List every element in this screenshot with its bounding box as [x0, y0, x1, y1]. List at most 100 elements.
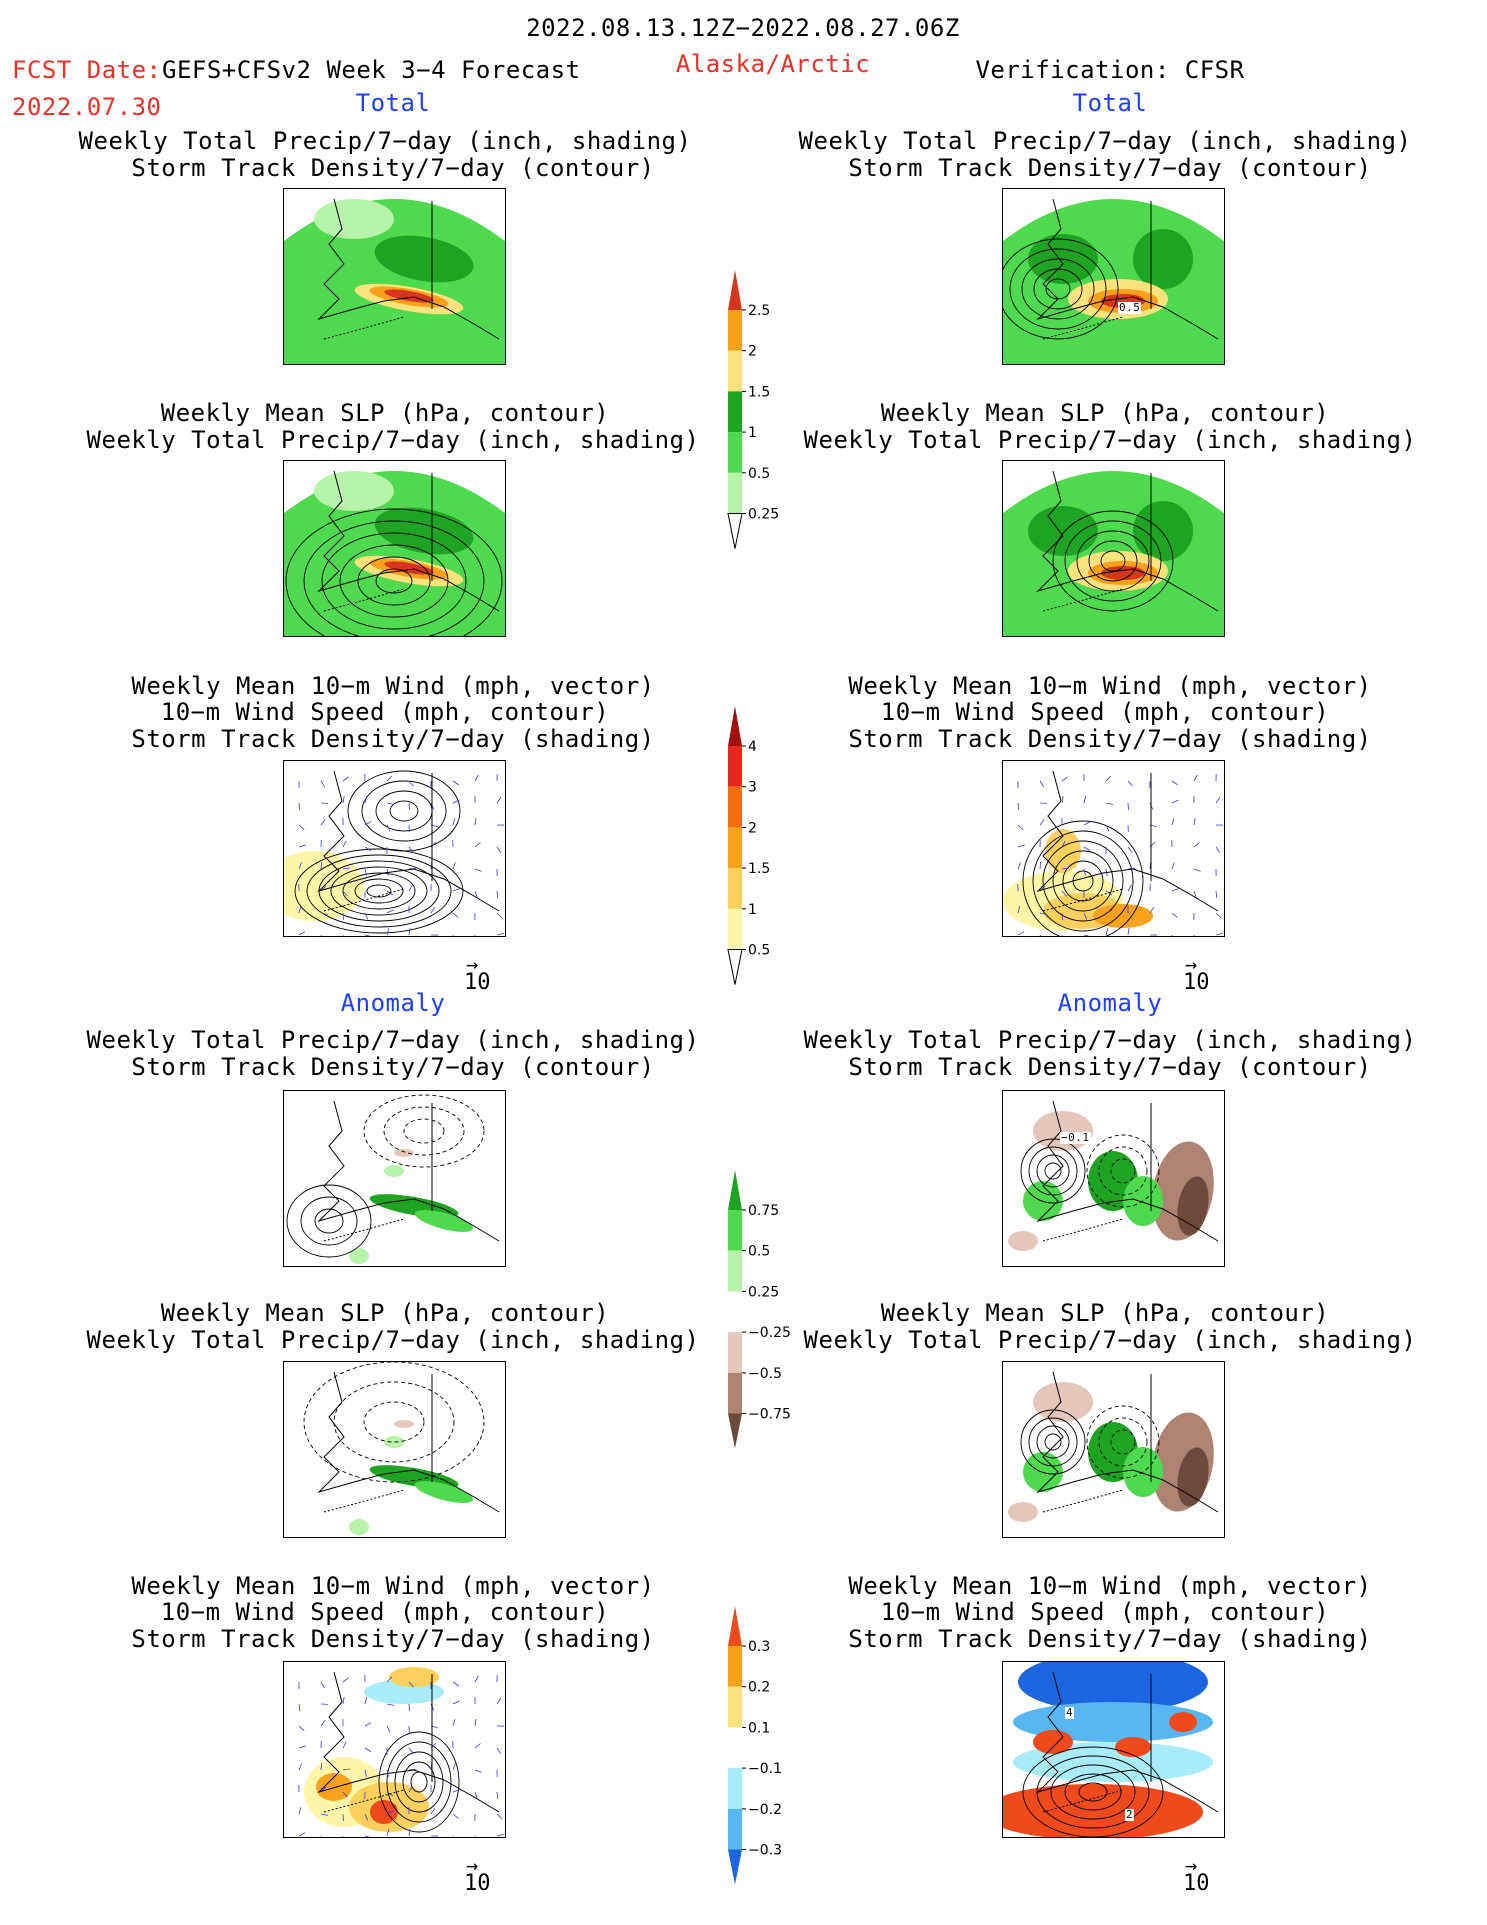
colorbar-tick-label: 0.2 — [748, 1680, 770, 1696]
wind-vector — [320, 861, 322, 870]
colorbar-top-triangle — [728, 270, 742, 310]
title-fcst-anom-wind-2: 10−m Wind Speed (mph, contour) — [160, 1598, 610, 1626]
map-obs-anom-precip — [1002, 1090, 1225, 1267]
wind-vector — [408, 1829, 411, 1837]
wind-vector — [1127, 884, 1132, 892]
colorbar-swatch — [728, 1768, 742, 1809]
aleutian-islands — [1042, 1489, 1124, 1513]
title-fcst-total-wind-3: Storm Track Density/7−day (shading) — [131, 725, 655, 753]
verification-title: Verification: CFSR — [975, 56, 1245, 84]
colorbar-storm-total: 4 3 2 1.5 1 0.5 — [723, 706, 783, 995]
colorbar-swatch — [728, 432, 742, 473]
wind-vector — [408, 867, 417, 870]
title-obs-total-precip-1: Weekly Total Precip/7−day (inch, shading… — [798, 127, 1412, 155]
wind-vector — [1061, 840, 1066, 848]
wind-vector — [364, 1813, 369, 1821]
anomaly-contour — [1036, 1154, 1070, 1188]
wind-vector — [408, 846, 414, 853]
wind-speed-contour — [330, 866, 428, 916]
colorbar-tick-label: 2.5 — [748, 303, 770, 319]
slp-contour — [321, 532, 467, 630]
wind-vector — [452, 1813, 459, 1819]
slp-contour — [303, 520, 485, 636]
coastline — [317, 1100, 500, 1242]
colorbar-swatch — [728, 1372, 742, 1414]
wind-speed-contour — [1052, 850, 1114, 912]
colorbar-tick-label: −0.1 — [748, 1761, 782, 1777]
aleutian-islands — [323, 888, 405, 912]
anomaly-contour — [1110, 1158, 1136, 1184]
coastline — [317, 1371, 500, 1513]
precip-anomaly-positive — [1023, 1181, 1063, 1221]
wind-speed-contour — [1042, 840, 1124, 922]
wind-vector — [496, 846, 502, 854]
map-obs-anom-slp — [1002, 1361, 1225, 1538]
wind-vector — [496, 1697, 502, 1705]
map-fcst-total-wind — [283, 760, 506, 937]
precip-anomaly-negative — [1177, 1447, 1209, 1507]
coastline — [317, 770, 500, 912]
wind-vector — [1193, 890, 1197, 898]
storm-or-slp-contour — [1076, 530, 1150, 592]
wind-vector — [474, 1791, 478, 1799]
colorbar-tick-label: 2 — [748, 344, 757, 360]
period-title: 2022.08.13.12Z−2022.08.27.06Z — [526, 14, 960, 42]
aleutian-islands — [1042, 588, 1124, 612]
wind-vector — [1061, 796, 1064, 804]
storm-anomaly-contour — [314, 1208, 344, 1234]
wind-vector — [1193, 868, 1201, 872]
wind-speed-contour — [389, 800, 419, 822]
wind-vector — [386, 824, 391, 832]
wind-vector — [342, 776, 349, 782]
wind-vector — [1193, 934, 1195, 936]
title-fcst-anom-wind-1: Weekly Mean 10−m Wind (mph, vector) — [131, 1572, 655, 1600]
wind-vector — [298, 1807, 302, 1815]
anomaly-contour — [1098, 1146, 1148, 1196]
section-anomaly-right: Anomaly — [1057, 989, 1163, 1017]
wind-anomaly-contour — [1022, 1746, 1164, 1837]
storm-or-slp-contour — [1021, 258, 1095, 320]
wind-vector — [408, 884, 413, 892]
wind-vector — [408, 1785, 413, 1793]
anomaly-contour — [1098, 1417, 1148, 1467]
vector-ref-arrow-icon: → — [1185, 1853, 1198, 1877]
wind-vector — [496, 1833, 504, 1837]
wind-vector — [298, 1745, 306, 1749]
wind-vector — [298, 931, 306, 936]
title-obs-anom-wind-3: Storm Track Density/7−day (shading) — [848, 1625, 1372, 1653]
slp-anomaly-contour — [363, 1401, 425, 1443]
wind-vector — [1061, 890, 1067, 897]
title-fcst-total-wind-2: 10−m Wind Speed (mph, contour) — [160, 698, 610, 726]
wind-vector — [298, 844, 306, 848]
vector-ref-fcst-anom: → 10 — [464, 1853, 491, 1896]
colorbar-tick-label: 1 — [748, 425, 757, 441]
vector-ref-fcst-total: → 10 — [464, 952, 491, 995]
title-fcst-total-wind-1: Weekly Mean 10−m Wind (mph, vector) — [131, 672, 655, 700]
wind-vector — [1171, 818, 1175, 826]
colorbar-swatch — [728, 1332, 742, 1373]
map-obs-total-precip — [1002, 188, 1225, 365]
wind-vector — [496, 890, 499, 899]
aleutian-islands — [1042, 1218, 1124, 1242]
colorbar-tick-label: 0.25 — [748, 507, 779, 523]
colorbar-tick-label: 0.25 — [748, 1284, 779, 1300]
wind-anomaly-contour — [378, 1731, 460, 1833]
wind-vector — [1215, 796, 1221, 804]
wind-vector — [298, 802, 301, 810]
wind-vector — [1083, 846, 1091, 851]
storm-density-high — [1093, 904, 1153, 928]
title-fcst-anom-slp-1: Weekly Mean SLP (hPa, contour) — [160, 1299, 610, 1327]
colorbar-swatch — [728, 1210, 742, 1251]
wind-vector — [298, 862, 302, 870]
vector-ref-arrow-icon: → — [466, 1853, 479, 1877]
wind-speed-contour — [354, 878, 404, 904]
colorbar-swatch — [728, 786, 742, 828]
wind-vector — [1215, 846, 1221, 854]
wind-vector — [1105, 824, 1110, 832]
wind-vector — [474, 1835, 476, 1837]
coastline — [1036, 470, 1219, 612]
title-fcst-anom-wind-3: Storm Track Density/7−day (shading) — [131, 1625, 655, 1653]
precip-anomaly-positive — [1023, 1452, 1063, 1492]
colorbar-top-triangle — [728, 1170, 742, 1210]
vector-ref-arrow-icon: → — [1185, 952, 1198, 976]
